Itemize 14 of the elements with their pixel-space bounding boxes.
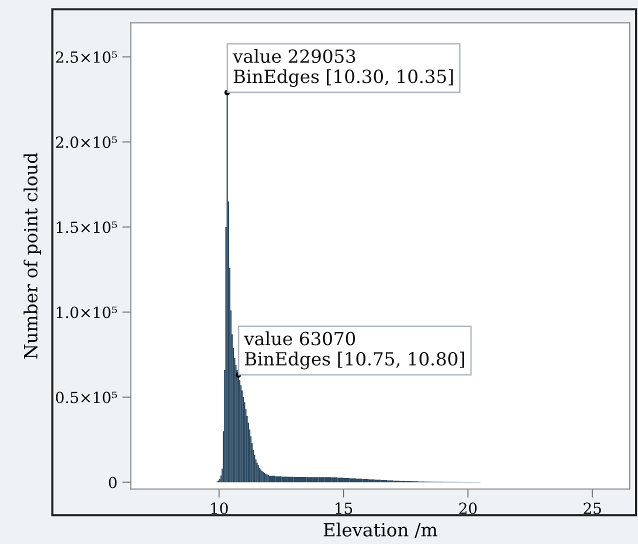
y-axis-title: Number of point cloud bbox=[24, 152, 42, 359]
y-tick-label: 2.0×10⁵ bbox=[56, 136, 118, 148]
annotation: value 63070 BinEdges [10.75, 10.80] bbox=[244, 331, 464, 370]
y-tick-label: 1.5×10⁵ bbox=[56, 221, 118, 234]
annotation: value 229053 BinEdges [10.30, 10.35] bbox=[232, 49, 453, 87]
x-tick-label: 25 bbox=[584, 502, 601, 514]
y-tick-label: 0.5×10⁵ bbox=[56, 392, 118, 404]
y-tick-label: 2.5×10⁵ bbox=[56, 51, 118, 63]
y-tick-label: 1.0×10⁵ bbox=[56, 306, 118, 318]
y-tick-label: 0 bbox=[108, 476, 117, 488]
x-tick-label: 10 bbox=[211, 502, 228, 514]
x-tick-label: 15 bbox=[336, 502, 352, 514]
x-tick-label: 20 bbox=[459, 502, 477, 514]
x-axis-title: Elevation /m bbox=[324, 522, 438, 538]
